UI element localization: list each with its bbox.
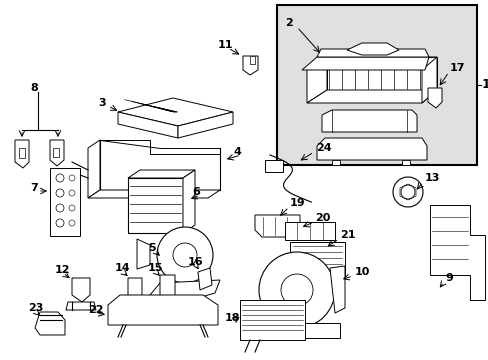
- Circle shape: [69, 220, 75, 226]
- Circle shape: [69, 190, 75, 196]
- Text: 16: 16: [187, 257, 203, 267]
- Circle shape: [173, 243, 197, 267]
- Bar: [264, 160, 283, 172]
- Polygon shape: [108, 295, 218, 325]
- Circle shape: [69, 205, 75, 211]
- Polygon shape: [427, 88, 441, 108]
- Polygon shape: [160, 275, 175, 305]
- Text: 2: 2: [285, 18, 292, 28]
- Text: 14: 14: [115, 263, 130, 273]
- Text: 15: 15: [148, 263, 163, 273]
- Polygon shape: [429, 205, 484, 300]
- Polygon shape: [421, 57, 436, 103]
- Polygon shape: [88, 190, 220, 198]
- Text: 20: 20: [314, 213, 330, 223]
- Polygon shape: [306, 57, 326, 103]
- Polygon shape: [150, 280, 220, 303]
- Bar: [240, 300, 305, 340]
- Polygon shape: [50, 140, 64, 166]
- Polygon shape: [15, 140, 29, 168]
- Text: 12: 12: [55, 265, 70, 275]
- Text: 9: 9: [444, 273, 452, 283]
- Polygon shape: [326, 57, 436, 90]
- Text: 4: 4: [232, 147, 241, 157]
- Polygon shape: [137, 239, 150, 269]
- Circle shape: [392, 177, 422, 207]
- Text: 13: 13: [424, 173, 440, 183]
- Text: 19: 19: [289, 198, 305, 208]
- Polygon shape: [321, 110, 416, 132]
- Text: 18: 18: [224, 313, 240, 323]
- Bar: [276, 5, 476, 165]
- Text: 17: 17: [449, 63, 465, 73]
- Bar: [401, 160, 409, 165]
- Polygon shape: [329, 266, 345, 313]
- Polygon shape: [316, 49, 428, 57]
- Polygon shape: [243, 56, 258, 75]
- Bar: [53, 148, 59, 157]
- Polygon shape: [183, 170, 195, 233]
- Polygon shape: [100, 140, 220, 154]
- Polygon shape: [118, 98, 232, 126]
- Circle shape: [157, 227, 213, 283]
- Polygon shape: [128, 278, 142, 302]
- Polygon shape: [306, 57, 436, 70]
- Text: 6: 6: [192, 187, 200, 197]
- Bar: [331, 160, 339, 165]
- Bar: [128, 178, 183, 233]
- Text: 8: 8: [30, 83, 38, 93]
- Polygon shape: [66, 302, 96, 310]
- Text: 21: 21: [339, 230, 355, 240]
- Polygon shape: [302, 57, 428, 70]
- Polygon shape: [35, 312, 65, 335]
- Bar: [249, 56, 254, 64]
- Text: 11: 11: [218, 40, 233, 50]
- Circle shape: [259, 252, 334, 328]
- Circle shape: [69, 175, 75, 181]
- Text: 24: 24: [315, 143, 331, 153]
- Text: 5: 5: [148, 243, 155, 253]
- Bar: [50, 168, 80, 236]
- Polygon shape: [254, 215, 299, 237]
- Circle shape: [400, 185, 414, 199]
- Text: 22: 22: [88, 305, 103, 315]
- Circle shape: [56, 174, 64, 182]
- Circle shape: [56, 189, 64, 197]
- Text: 7: 7: [30, 183, 38, 193]
- Bar: [130, 295, 140, 303]
- Text: 3: 3: [98, 98, 105, 108]
- Polygon shape: [316, 138, 426, 160]
- Polygon shape: [306, 90, 436, 103]
- Bar: [254, 323, 339, 338]
- Polygon shape: [118, 112, 178, 138]
- Polygon shape: [198, 268, 212, 290]
- Polygon shape: [346, 43, 398, 55]
- Bar: [289, 242, 345, 277]
- Polygon shape: [178, 112, 232, 138]
- Polygon shape: [128, 170, 195, 178]
- Text: 23: 23: [28, 303, 43, 313]
- Text: 10: 10: [354, 267, 369, 277]
- Text: 1: 1: [481, 78, 488, 91]
- Polygon shape: [285, 222, 334, 240]
- Polygon shape: [88, 140, 100, 198]
- Bar: [19, 148, 25, 158]
- Circle shape: [56, 204, 64, 212]
- Polygon shape: [72, 278, 90, 302]
- Circle shape: [56, 219, 64, 227]
- Circle shape: [281, 274, 312, 306]
